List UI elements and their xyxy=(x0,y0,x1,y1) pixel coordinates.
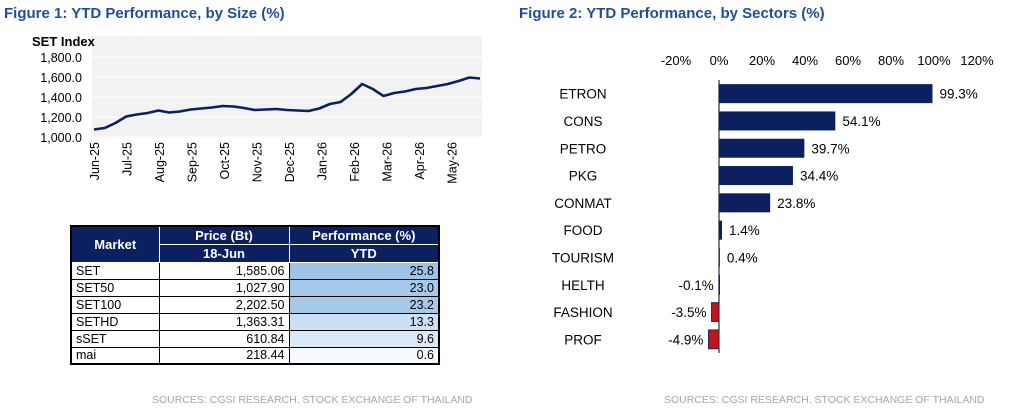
bar xyxy=(719,111,835,130)
category-label: CONMAT xyxy=(554,196,612,211)
category-label: TOURISM xyxy=(552,250,614,265)
value-label: 54.1% xyxy=(842,114,880,129)
bar xyxy=(719,275,720,294)
x-tick-label: 80% xyxy=(878,53,904,68)
x-tick-label: -20% xyxy=(661,53,692,68)
x-tick-label: 0% xyxy=(710,53,729,68)
bar xyxy=(719,221,722,240)
category-label: PROF xyxy=(564,332,602,347)
bar xyxy=(719,193,770,212)
bar xyxy=(719,166,793,185)
bar xyxy=(708,330,719,349)
value-label: 34.4% xyxy=(800,169,838,184)
value-label: 39.7% xyxy=(811,141,849,156)
x-tick-label: 20% xyxy=(749,53,775,68)
category-label: HELTH xyxy=(561,278,604,293)
x-tick-label: 40% xyxy=(792,53,818,68)
category-label: FASHION xyxy=(553,305,612,320)
figure1-source: SOURCES: CGSI RESEARCH, STOCK EXCHANGE O… xyxy=(152,394,473,406)
category-label: PETRO xyxy=(560,141,607,156)
bar xyxy=(719,248,720,267)
value-label: 1.4% xyxy=(729,223,760,238)
category-label: PKG xyxy=(569,169,598,184)
value-label: -3.5% xyxy=(671,305,706,320)
x-tick-label: 60% xyxy=(835,53,861,68)
bar xyxy=(719,84,932,103)
value-label: 99.3% xyxy=(939,87,977,102)
value-label: 0.4% xyxy=(727,250,758,265)
figure2-source: SOURCES: CGSI RESEARCH, STOCK EXCHANGE O… xyxy=(664,394,985,406)
value-label: -0.1% xyxy=(679,278,714,293)
x-tick-label: 120% xyxy=(960,53,994,68)
bar xyxy=(711,303,719,322)
category-label: CONS xyxy=(563,114,602,129)
x-tick-label: 100% xyxy=(917,53,951,68)
bar xyxy=(719,139,804,158)
sector-bar-chart: -20% 0% 20% 40% 60% 80% 100% 120% ETRON 99.3% CONS… xyxy=(0,0,1024,380)
value-label: 23.8% xyxy=(777,196,815,211)
category-label: ETRON xyxy=(559,87,606,102)
value-label: -4.9% xyxy=(668,332,703,347)
category-label: FOOD xyxy=(564,223,603,238)
